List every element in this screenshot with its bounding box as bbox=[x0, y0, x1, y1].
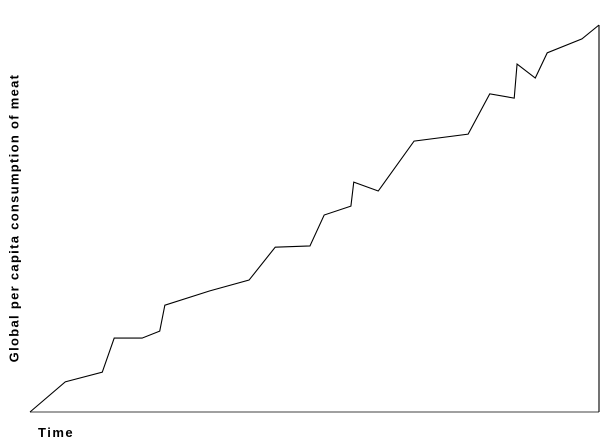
series-line bbox=[29, 24, 600, 413]
y-axis-label: Global per capita consumption of meat bbox=[6, 73, 22, 363]
x-axis-label: Time bbox=[38, 425, 75, 440]
